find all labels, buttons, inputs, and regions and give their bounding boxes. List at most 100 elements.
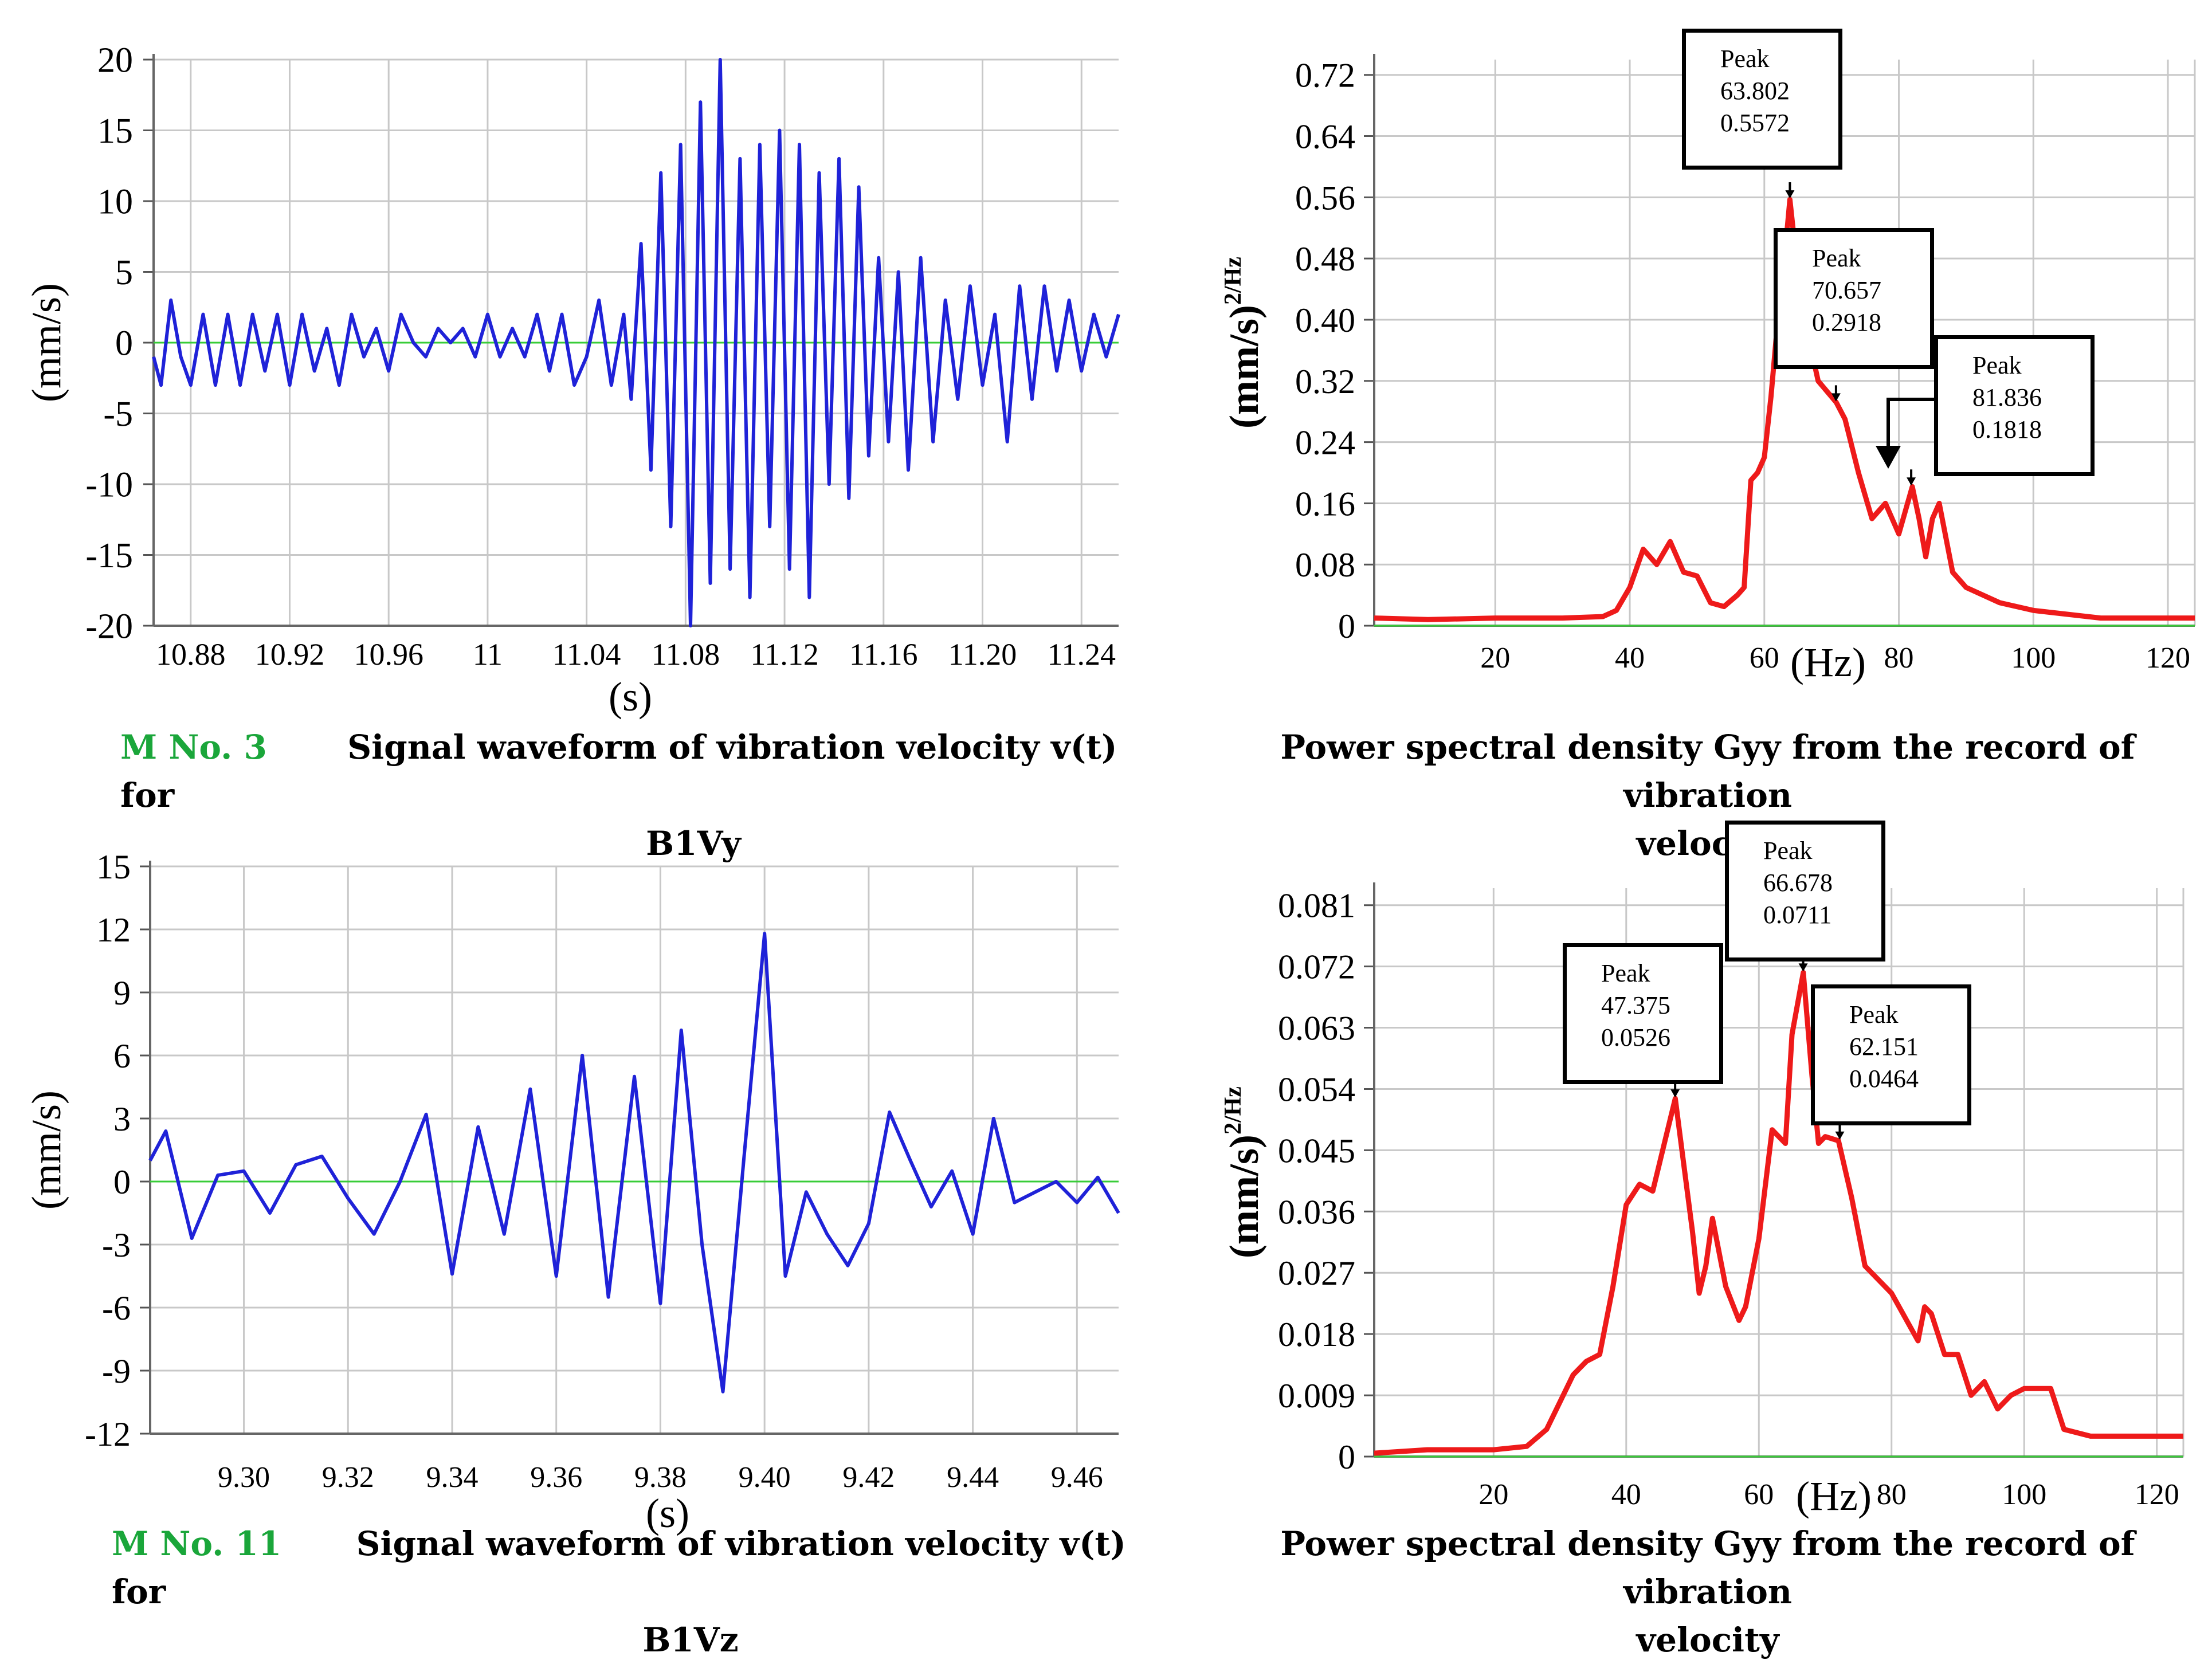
peak-frequency: 62.151 bbox=[1849, 1031, 1967, 1063]
peak-arrow-icon bbox=[1907, 477, 1916, 485]
x-tick-label: 100 bbox=[2011, 642, 2056, 674]
peak-value: 0.0711 bbox=[1763, 899, 1881, 931]
peak-frequency: 63.802 bbox=[1720, 75, 1838, 107]
y-axis-label: (mm/s) bbox=[23, 283, 69, 402]
y-tick-label: 0.40 bbox=[1295, 301, 1355, 339]
y-tick-label: 10 bbox=[97, 183, 133, 222]
peak-frequency: 81.836 bbox=[1972, 382, 2091, 414]
y-tick-label: 0.72 bbox=[1295, 57, 1355, 95]
caption-text-line2: velocity bbox=[1221, 819, 2195, 868]
y-tick-label: 0 bbox=[1338, 1438, 1355, 1476]
peak-connector-arrow-icon bbox=[1876, 446, 1901, 469]
x-tick-label: 9.44 bbox=[947, 1461, 999, 1494]
x-tick-label: 100 bbox=[2002, 1478, 2046, 1511]
caption-top-left: M No. 3 Signal waveform of vibration vel… bbox=[120, 723, 1129, 868]
peak-frequency: 47.375 bbox=[1601, 990, 1719, 1022]
x-axis-label: (Hz) bbox=[1796, 1473, 1872, 1519]
peak-label: Peak bbox=[1849, 999, 1967, 1031]
y-tick-label: 9 bbox=[113, 974, 131, 1012]
peak-arrow-icon bbox=[1799, 963, 1808, 971]
y-tick-label: 5 bbox=[115, 253, 133, 292]
caption-top-right: Power spectral density Gyy from the reco… bbox=[1221, 723, 2195, 868]
y-tick-label: 0.045 bbox=[1278, 1132, 1355, 1169]
peak-frequency: 70.657 bbox=[1812, 274, 1930, 307]
peak-arrow-icon bbox=[1670, 1089, 1680, 1097]
x-tick-label: 9.32 bbox=[322, 1461, 374, 1494]
y-tick-label: -3 bbox=[102, 1226, 131, 1264]
x-tick-label: 11.16 bbox=[849, 637, 918, 672]
x-tick-label: 9.34 bbox=[426, 1461, 478, 1494]
x-tick-label: 9.40 bbox=[739, 1461, 791, 1494]
peak-box-4: Peak 66.678 0.0711 bbox=[1725, 821, 1885, 961]
y-tick-label: 0.081 bbox=[1278, 887, 1355, 925]
caption-text-line1: Signal waveform of vibration velocity v(… bbox=[120, 728, 1117, 815]
caption-bottom-left: M No. 11 Signal waveform of vibration ve… bbox=[112, 1520, 1132, 1664]
peak-box-6: Peak 62.151 0.0464 bbox=[1811, 984, 1971, 1125]
x-tick-label: 20 bbox=[1480, 642, 1510, 674]
x-tick-label: 9.46 bbox=[1051, 1461, 1103, 1494]
y-tick-label: 0.063 bbox=[1278, 1010, 1355, 1047]
peak-box-2: Peak 70.657 0.2918 bbox=[1774, 228, 1934, 369]
y-tick-label: -9 bbox=[102, 1352, 131, 1390]
x-tick-label: 120 bbox=[2135, 1478, 2179, 1511]
y-tick-label: 0.009 bbox=[1278, 1377, 1355, 1415]
peak-label: Peak bbox=[1972, 350, 2091, 382]
caption-text-line1: Power spectral density Gyy from the reco… bbox=[1221, 723, 2195, 819]
y-tick-label: 0.56 bbox=[1295, 179, 1355, 217]
chart-bottom-right-psd: 0.081 0.072 0.063 0.054 0.045 0.036 0.027 0.018… bbox=[1123, 814, 2212, 1536]
peak-frequency: 66.678 bbox=[1763, 867, 1881, 899]
peak-value: 0.0464 bbox=[1849, 1063, 1967, 1095]
y-tick-label: 0.64 bbox=[1295, 118, 1355, 156]
peak-value: 0.5572 bbox=[1720, 107, 1838, 139]
caption-text-line1: Power spectral density Gyy from the reco… bbox=[1221, 1520, 2195, 1616]
y-tick-label: 0.32 bbox=[1295, 363, 1355, 401]
x-tick-label: 11.04 bbox=[552, 637, 621, 672]
chart-bottom-right-svg: 0.081 0.072 0.063 0.054 0.045 0.036 0.027 0.018… bbox=[1123, 814, 2212, 1536]
y-tick-label: 12 bbox=[96, 911, 131, 949]
y-tick-label: -12 bbox=[85, 1415, 131, 1453]
y-tick-label: -6 bbox=[102, 1289, 131, 1327]
y-tick-label: 0.16 bbox=[1295, 485, 1355, 523]
y-tick-label: 15 bbox=[97, 112, 133, 151]
x-axis-label: (s) bbox=[609, 674, 652, 720]
x-tick-label: 40 bbox=[1611, 1478, 1641, 1511]
y-axis-label: (mm/s)2/Hz bbox=[1220, 1086, 1267, 1258]
x-tick-label: 11.24 bbox=[1047, 637, 1116, 672]
y-tick-label: -15 bbox=[85, 536, 133, 575]
peak-box-3: Peak 81.836 0.1818 bbox=[1934, 335, 2095, 476]
y-tick-label: 6 bbox=[113, 1037, 131, 1075]
y-axis-label: (mm/s) bbox=[23, 1090, 69, 1210]
peak-value: 0.1818 bbox=[1972, 414, 2091, 446]
x-tick-label: 9.30 bbox=[218, 1461, 270, 1494]
x-tick-label: 80 bbox=[1884, 642, 1914, 674]
x-tick-label: 10.88 bbox=[156, 637, 226, 672]
y-tick-label: 0.24 bbox=[1295, 424, 1355, 462]
chart-top-left-waveform: 20 15 10 5 0 -5 -10 -15 -20 10.88 10.92 10.96 11 11.0… bbox=[0, 0, 1123, 722]
series-line bbox=[1374, 972, 2183, 1453]
chart-bottom-left-svg: 15129630-3-6-9-129.30 9.32 9.34 9.36 9.38 9.4… bbox=[0, 814, 1123, 1536]
x-tick-label: 120 bbox=[2146, 642, 2190, 674]
caption-text-line2: B1Vz bbox=[112, 1616, 1132, 1664]
y-tick-label: 0.036 bbox=[1278, 1193, 1355, 1231]
caption-text-line2: velocity bbox=[1221, 1616, 2195, 1664]
x-tick-label: 11.08 bbox=[652, 637, 720, 672]
y-tick-label: 0.018 bbox=[1278, 1316, 1355, 1353]
chart-top-left-svg: 20 15 10 5 0 -5 -10 -15 -20 10.88 10.92 10.96 11 11.0… bbox=[0, 0, 1123, 722]
x-tick-label: 40 bbox=[1615, 642, 1645, 674]
caption-m-label: M No. 3 bbox=[120, 728, 267, 767]
y-tick-label: 0 bbox=[115, 324, 133, 363]
peak-value: 0.2918 bbox=[1812, 307, 1930, 339]
y-tick-label: 0.054 bbox=[1278, 1070, 1355, 1108]
peak-connector-line bbox=[1888, 399, 1934, 453]
x-axis-label: (Hz) bbox=[1790, 639, 1866, 685]
peak-box-5: Peak 47.375 0.0526 bbox=[1563, 943, 1723, 1084]
x-tick-label: 11 bbox=[473, 637, 503, 672]
peak-label: Peak bbox=[1601, 957, 1719, 990]
x-tick-label: 11.20 bbox=[948, 637, 1017, 672]
y-tick-label: -5 bbox=[103, 395, 133, 434]
chart-bottom-left-waveform: 15 12 9 6 3 0 -3 -6 -9 -12 9.30 9.32 9.34 9.36 9.38 9.4… bbox=[0, 814, 1123, 1536]
x-tick-label: 9.38 bbox=[634, 1461, 687, 1494]
x-tick-label: 9.36 bbox=[530, 1461, 582, 1494]
caption-text-line2: B1Vy bbox=[120, 819, 1129, 868]
peak-value: 0.0526 bbox=[1601, 1022, 1719, 1054]
